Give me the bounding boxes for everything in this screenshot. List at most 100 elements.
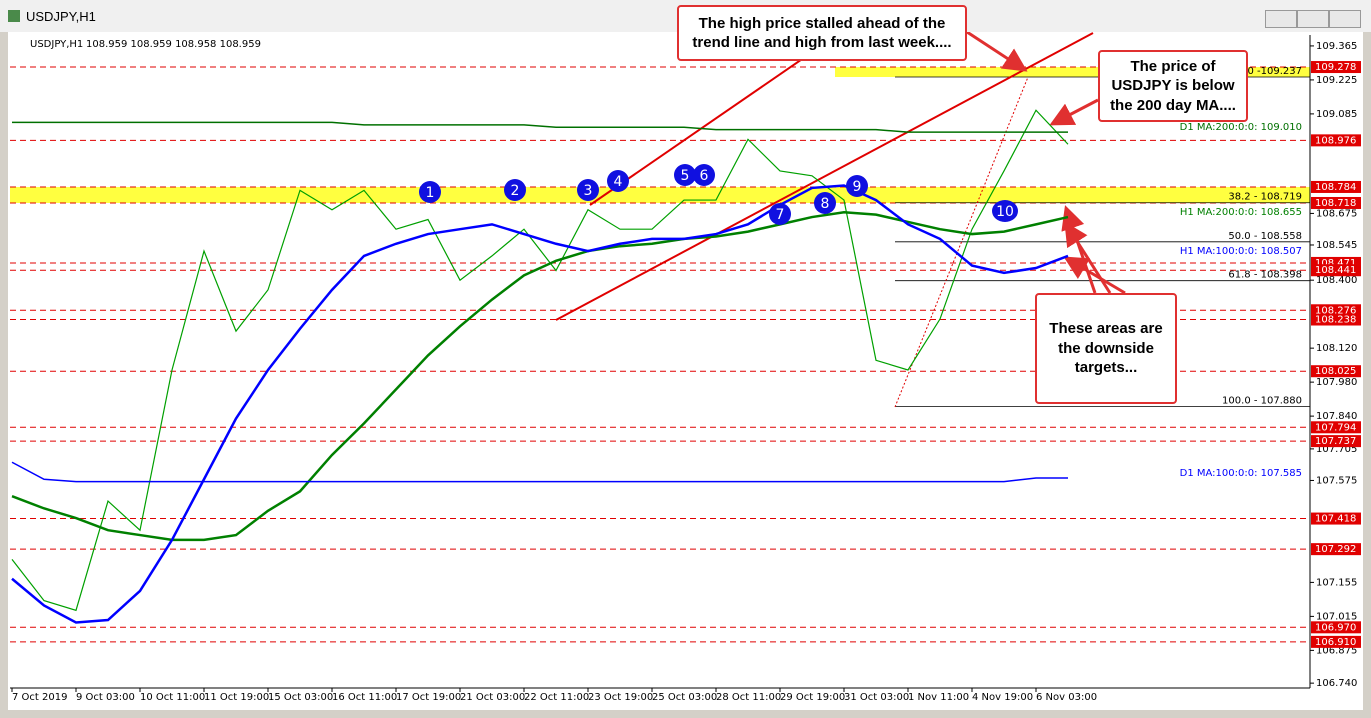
- x-tick-label: 11 Oct 19:00: [204, 692, 269, 703]
- level-label: 108.976: [1315, 135, 1356, 146]
- x-tick-label: 16 Oct 11:00: [332, 692, 397, 703]
- y-tick-label: 107.015: [1316, 611, 1357, 622]
- moving-average: [11, 461, 1068, 483]
- maximize-button[interactable]: [1297, 10, 1329, 28]
- level-label-box: [1311, 134, 1361, 147]
- marker-label: 2: [511, 183, 520, 199]
- y-tick-label: 107.705: [1316, 444, 1357, 455]
- x-tick-label: 31 Oct 03:00: [844, 692, 909, 703]
- arrow: [1063, 256, 1126, 295]
- level-label-box: [1311, 365, 1361, 378]
- highlight-band: [835, 67, 1310, 77]
- info-prices: 108.959 108.959 108.958 108.959: [86, 39, 261, 50]
- fib-label: 38.2 - 108.719: [1228, 192, 1302, 203]
- level-label-box: [1311, 61, 1361, 74]
- fib-label: 0.0 -109.237: [1238, 66, 1302, 77]
- level-label-box: [1311, 313, 1361, 326]
- info-symbol: USDJPY,H1: [30, 39, 83, 50]
- x-tick-label: 15 Oct 03:00: [268, 692, 333, 703]
- marker-label: 7: [776, 207, 785, 223]
- marker-circle: [814, 192, 836, 214]
- moving-average: [11, 210, 1069, 542]
- y-tick-label: 107.155: [1316, 577, 1357, 588]
- arrow: [1049, 98, 1099, 126]
- close-button[interactable]: [1329, 10, 1361, 28]
- level-label: 108.025: [1315, 366, 1356, 377]
- annotation: The price of USDJPY is below the 200 day…: [1098, 50, 1248, 122]
- window-title: USDJPY,H1: [26, 9, 96, 24]
- marker-circle: [504, 179, 526, 201]
- marker-label: 4: [614, 174, 623, 190]
- level-label: 109.278: [1315, 62, 1356, 73]
- marker-circle: [419, 181, 441, 203]
- y-tick-label: 108.400: [1316, 275, 1357, 286]
- y-tick-label: 106.740: [1316, 678, 1357, 689]
- minimize-button[interactable]: [1265, 10, 1297, 28]
- trend-line: [589, 32, 841, 206]
- marker-circle: [607, 170, 629, 192]
- trend-line: [555, 32, 1094, 321]
- level-label-box: [1311, 635, 1361, 648]
- marker-label: 3: [584, 183, 593, 199]
- x-tick-label: 29 Oct 19:00: [780, 692, 845, 703]
- level-label: 106.970: [1315, 622, 1356, 633]
- fib-label: 100.0 - 107.880: [1222, 395, 1302, 406]
- x-tick-label: 23 Oct 19:00: [588, 692, 653, 703]
- level-label-box: [1311, 180, 1361, 193]
- marker-label: 9: [853, 179, 862, 195]
- level-label-box: [1311, 304, 1361, 317]
- moving-average: [12, 121, 1068, 133]
- highlight-band: [10, 186, 1310, 203]
- y-tick-label: 108.675: [1316, 208, 1357, 219]
- x-tick-label: 28 Oct 11:00: [716, 692, 781, 703]
- marker-circle: [992, 200, 1018, 222]
- annotation: These areas are the downside targets...: [1035, 293, 1177, 404]
- level-label: 108.441: [1315, 265, 1356, 276]
- series-label: D1 MA:200:0:0: 109.010: [1180, 122, 1302, 133]
- x-tick-label: 22 Oct 11:00: [524, 692, 589, 703]
- y-tick-label: 107.840: [1316, 411, 1357, 422]
- series-label: H1 MA:200:0:0: 108.655: [1180, 207, 1302, 218]
- level-label-box: [1311, 196, 1361, 209]
- x-tick-label: 6 Nov 03:00: [1036, 692, 1097, 703]
- marker-label: 5: [681, 168, 690, 184]
- level-label: 108.471: [1315, 258, 1356, 269]
- level-label-box: [1311, 512, 1361, 525]
- level-label: 107.737: [1315, 436, 1356, 447]
- marker-circle: [577, 179, 599, 201]
- price-line: [11, 109, 1069, 612]
- level-label-box: [1311, 264, 1361, 277]
- level-label: 108.238: [1315, 315, 1356, 326]
- x-tick-label: 25 Oct 03:00: [652, 692, 717, 703]
- annotation: The high price stalled ahead of the tren…: [677, 5, 967, 61]
- marker-label: 10: [996, 204, 1014, 220]
- y-tick-label: 109.225: [1316, 75, 1357, 86]
- level-label-box: [1311, 543, 1361, 556]
- level-label: 108.784: [1315, 182, 1356, 193]
- marker-circle: [769, 203, 791, 225]
- window-icon: [8, 10, 20, 22]
- marker-label: 1: [426, 185, 435, 201]
- y-tick-label: 107.980: [1316, 377, 1357, 388]
- level-label: 106.910: [1315, 637, 1356, 648]
- y-tick-label: 109.365: [1316, 41, 1357, 52]
- marker-circle: [693, 164, 715, 186]
- level-label: 107.794: [1315, 422, 1356, 433]
- series-label: D1 MA:100:0:0: 107.585: [1180, 468, 1302, 479]
- marker-circle: [846, 175, 868, 197]
- level-label: 107.418: [1315, 514, 1356, 525]
- y-tick-label: 108.120: [1316, 343, 1357, 354]
- x-tick-label: 10 Oct 11:00: [140, 692, 205, 703]
- fib-label: 61.8 - 108.398: [1228, 270, 1302, 281]
- chart: USDJPY,H1 108.959 108.959 108.958 108.95…: [8, 32, 1363, 710]
- fib-label: 50.0 - 108.558: [1228, 231, 1302, 242]
- marker-label: 8: [821, 196, 830, 212]
- level-label-box: [1311, 621, 1361, 634]
- y-tick-label: 106.875: [1316, 645, 1357, 656]
- x-tick-label: 4 Nov 19:00: [972, 692, 1033, 703]
- marker-label: 6: [700, 168, 709, 184]
- level-label: 108.276: [1315, 305, 1356, 316]
- level-label: 108.718: [1315, 198, 1356, 209]
- x-tick-label: 17 Oct 19:00: [396, 692, 461, 703]
